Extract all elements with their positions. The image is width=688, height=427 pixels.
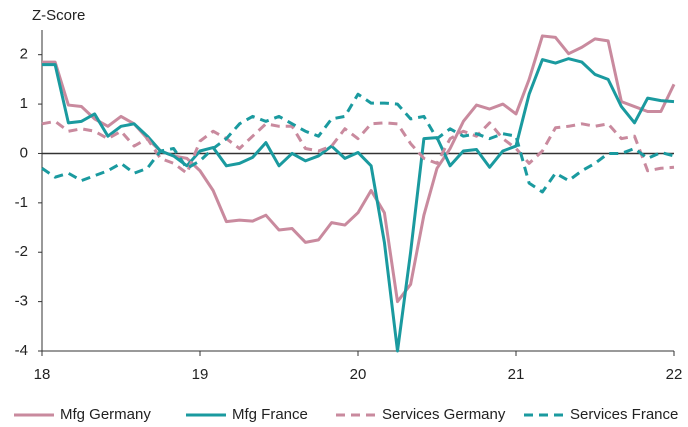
y-tick-label: 1: [20, 95, 28, 112]
y-tick-label: -4: [15, 342, 28, 359]
series-line: [41, 92, 675, 194]
x-tick-label: 22: [666, 366, 683, 383]
legend-label: Mfg France: [232, 406, 308, 423]
legend-label: Services Germany: [382, 406, 506, 423]
y-tick-label: -1: [15, 194, 28, 211]
x-tick-label: 21: [508, 366, 525, 383]
y-tick-label: 0: [20, 144, 28, 161]
x-tick-label: 18: [34, 366, 51, 383]
y-tick-label: 2: [20, 46, 28, 63]
legend-label: Mfg Germany: [60, 406, 151, 423]
series-line: [41, 119, 675, 175]
y-axis-label: Z-Score: [32, 7, 85, 24]
series-line: [42, 57, 675, 353]
y-tick-label: -2: [15, 243, 28, 260]
legend-label: Services France: [570, 406, 678, 423]
series-line: [42, 34, 676, 304]
x-tick-label: 20: [350, 366, 367, 383]
x-tick-label: 19: [192, 366, 209, 383]
y-tick-label: -3: [15, 293, 28, 310]
